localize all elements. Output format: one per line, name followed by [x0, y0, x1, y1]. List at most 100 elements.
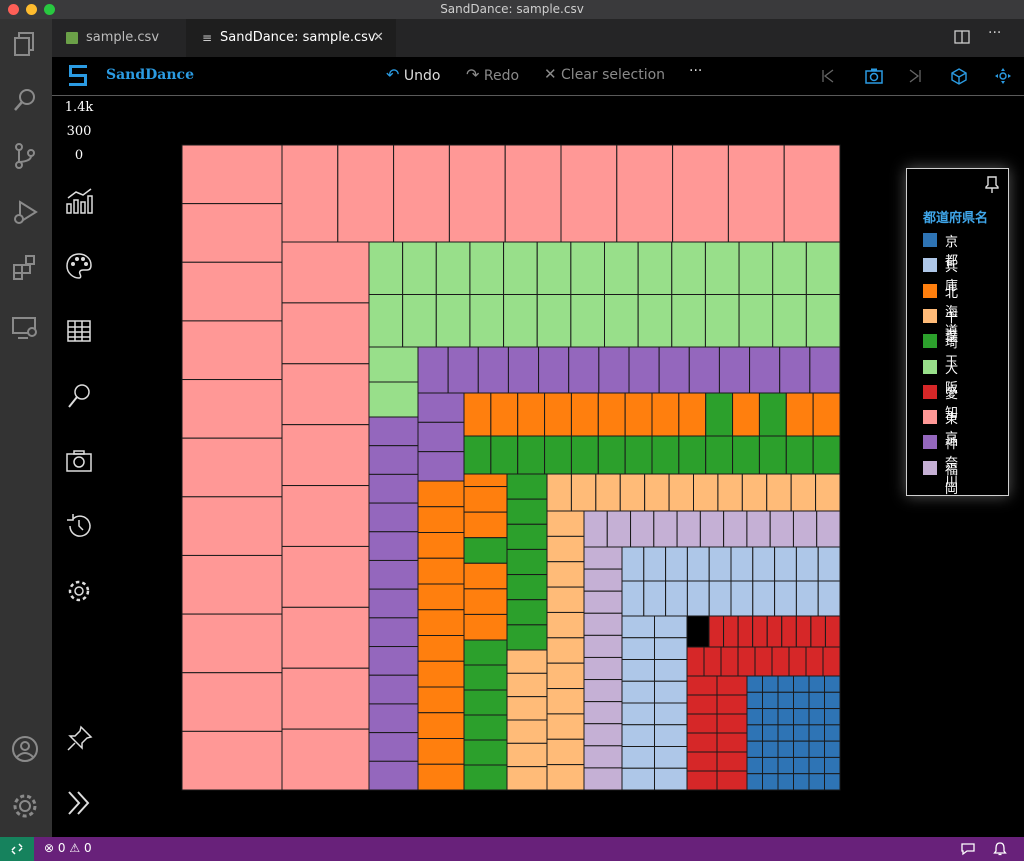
treemap-cell[interactable] — [777, 756, 794, 775]
treemap-cell[interactable] — [727, 144, 785, 243]
treemap-cell[interactable] — [654, 615, 688, 639]
treemap-cell[interactable] — [402, 241, 437, 295]
treemap-cell[interactable] — [546, 535, 585, 563]
treemap-cell[interactable] — [546, 586, 585, 613]
treemap-cell[interactable] — [490, 435, 519, 475]
treemap-cell[interactable] — [469, 294, 505, 348]
treemap-cell[interactable] — [570, 473, 597, 512]
treemap-cell[interactable] — [746, 708, 763, 726]
treemap-cell[interactable] — [506, 473, 548, 500]
treemap-cell[interactable] — [708, 546, 732, 582]
treemap-cell[interactable] — [785, 392, 814, 437]
treemap-cell[interactable] — [597, 392, 626, 437]
minimize-window-button[interactable] — [26, 4, 37, 15]
treemap-cell[interactable] — [546, 637, 585, 664]
treemap-cell[interactable] — [808, 691, 825, 710]
treemap-cell[interactable] — [544, 435, 572, 475]
treemap-cell[interactable] — [793, 724, 810, 742]
treemap-cell[interactable] — [822, 646, 841, 677]
treemap-cell[interactable] — [417, 635, 465, 662]
treemap-cell[interactable] — [686, 675, 718, 696]
treemap-cell[interactable] — [738, 241, 774, 295]
treemap-cell[interactable] — [368, 346, 419, 383]
treemap-cell[interactable] — [643, 580, 667, 617]
treemap-cell[interactable] — [281, 424, 370, 487]
treemap-cell[interactable] — [686, 694, 718, 715]
data-table-icon[interactable] — [64, 316, 94, 346]
treemap-cell[interactable] — [779, 346, 811, 394]
treemap-cell[interactable] — [762, 675, 779, 693]
treemap-cell[interactable] — [817, 546, 841, 582]
treemap-cell[interactable] — [583, 612, 623, 636]
treemap-cell[interactable] — [583, 723, 623, 747]
treemap-cell[interactable] — [716, 675, 748, 696]
treemap-cell[interactable] — [619, 473, 646, 512]
treemap-cell[interactable] — [181, 730, 283, 791]
treemap-cell[interactable] — [824, 615, 841, 648]
undo-button[interactable]: ↶ Undo — [386, 65, 440, 84]
treemap-cell[interactable] — [766, 473, 792, 512]
treemap-cell[interactable] — [606, 510, 632, 548]
treemap-cell[interactable] — [463, 664, 508, 691]
3d-view-icon[interactable] — [950, 67, 968, 85]
treemap-cell[interactable] — [746, 756, 763, 775]
treemap-cell[interactable] — [774, 580, 797, 617]
treemap-cell[interactable] — [435, 241, 471, 295]
treemap-cell[interactable] — [752, 580, 776, 617]
treemap-cell[interactable] — [783, 144, 841, 243]
treemap-cell[interactable] — [417, 480, 465, 508]
treemap-cell[interactable] — [181, 613, 283, 674]
treemap-cell[interactable] — [621, 615, 655, 639]
treemap-cell[interactable] — [583, 701, 623, 725]
treemap-cell[interactable] — [653, 510, 678, 548]
treemap-cell[interactable] — [417, 451, 465, 482]
treemap-cell[interactable] — [506, 766, 548, 791]
treemap-cell[interactable] — [624, 392, 653, 437]
tab-sample-csv[interactable]: sample.csv — [52, 19, 184, 57]
treemap-cell[interactable] — [637, 294, 673, 348]
treemap-cell[interactable] — [597, 435, 626, 475]
search-icon[interactable] — [10, 85, 40, 115]
treemap-cell[interactable] — [777, 773, 794, 791]
treemap-cell[interactable] — [654, 637, 688, 660]
treemap-cell[interactable] — [181, 144, 283, 205]
treemap-cell[interactable] — [790, 473, 817, 512]
treemap-cell[interactable] — [583, 767, 623, 791]
treemap-cell[interactable] — [570, 392, 599, 437]
problems-indicator[interactable]: ⊗ 0 ⚠ 0 — [44, 841, 92, 855]
treemap-cell[interactable] — [793, 756, 810, 775]
treemap-cell[interactable] — [368, 473, 419, 504]
explorer-icon[interactable] — [10, 29, 40, 59]
treemap-cell[interactable] — [668, 473, 694, 512]
treemap-cell[interactable] — [463, 511, 508, 539]
treemap-cell[interactable] — [766, 615, 783, 648]
treemap-cell[interactable] — [181, 496, 283, 556]
treemap-cell[interactable] — [181, 379, 283, 439]
extensions-icon[interactable] — [10, 253, 40, 283]
treemap-cell[interactable] — [506, 672, 548, 698]
treemap-cell[interactable] — [808, 773, 825, 791]
treemap-cell[interactable] — [503, 294, 538, 348]
treemap-cell[interactable] — [716, 732, 748, 753]
treemap-cell[interactable] — [812, 435, 841, 475]
treemap-cell[interactable] — [774, 546, 797, 582]
source-control-icon[interactable] — [10, 141, 40, 171]
treemap-cell[interactable] — [417, 712, 465, 739]
treemap-cell[interactable] — [737, 615, 754, 648]
color-palette-icon[interactable] — [64, 251, 94, 281]
treemap-cell[interactable] — [546, 713, 585, 740]
treemap-cell[interactable] — [708, 615, 725, 648]
treemap-cell[interactable] — [628, 346, 660, 394]
treemap-cell[interactable] — [570, 435, 599, 475]
treemap-cell[interactable] — [448, 144, 506, 243]
treemap-cell[interactable] — [754, 646, 773, 677]
treemap-cell[interactable] — [643, 546, 667, 582]
treemap-cell[interactable] — [506, 696, 548, 721]
treemap-cell[interactable] — [435, 294, 471, 348]
treemap-cell[interactable] — [463, 639, 508, 666]
treemap-cell[interactable] — [805, 294, 841, 348]
treemap-cell[interactable] — [746, 691, 763, 710]
treemap-cell[interactable] — [795, 615, 812, 648]
treemap-cell[interactable] — [699, 510, 725, 548]
treemap-cell[interactable] — [583, 510, 608, 548]
